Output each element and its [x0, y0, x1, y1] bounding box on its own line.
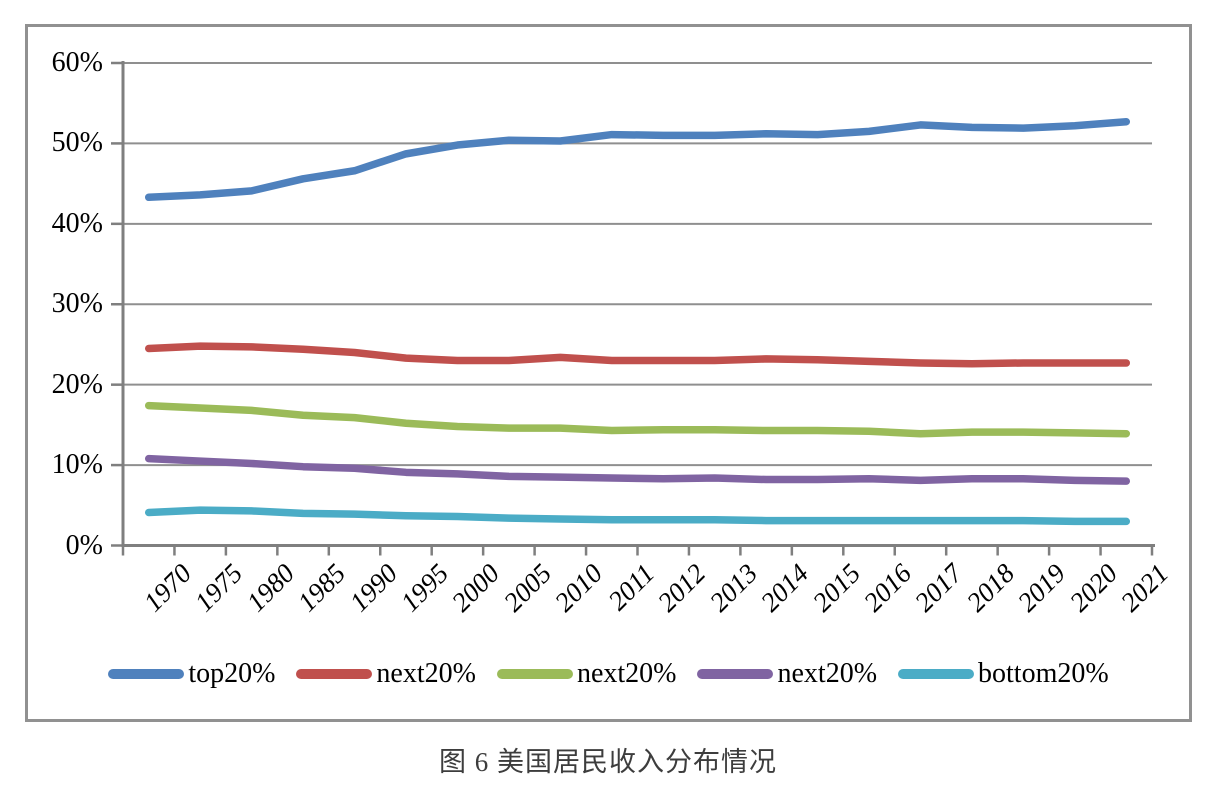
legend-label: bottom20%	[978, 658, 1109, 689]
series-line-0-top20	[144, 117, 1131, 202]
legend-item-2: next20%	[496, 658, 677, 690]
y-axis-label: 60%	[51, 47, 103, 78]
legend-label: next20%	[777, 658, 878, 689]
legend-line-swatch-icon	[697, 669, 774, 679]
y-axis-label: 40%	[51, 207, 103, 239]
y-axis-label: 20%	[51, 368, 103, 400]
legend-item-1: next20%	[296, 658, 476, 690]
series-line-2-next20	[144, 401, 1131, 438]
legend-item-4: bottom20%	[898, 658, 1109, 690]
chart-frame	[25, 24, 1192, 722]
legend-item-0: top20%	[108, 658, 275, 690]
series-line-4-bottom20	[144, 506, 1131, 526]
legend-line-swatch-icon	[296, 669, 373, 679]
series-line-3-next20	[144, 454, 1131, 485]
series-line-1-next20	[144, 342, 1131, 368]
chart-legend: top20% next20% next20% next20% bottom20%	[25, 653, 1192, 695]
legend-label: next20%	[376, 658, 476, 689]
figure-caption: 图 6 美国居民收入分布情况	[439, 747, 777, 777]
legend-item-3: next20%	[697, 658, 877, 690]
y-axis-label: 10%	[51, 449, 103, 481]
legend-line-swatch-icon	[496, 669, 573, 679]
legend-label: next20%	[576, 658, 677, 689]
legend-label: top20%	[188, 658, 276, 689]
legend-line-swatch-icon	[898, 669, 975, 679]
y-axis-label: 0%	[65, 529, 103, 561]
legend-line-swatch-icon	[108, 669, 185, 679]
y-axis-label: 30%	[51, 288, 103, 320]
y-axis-label: 50%	[51, 127, 103, 159]
